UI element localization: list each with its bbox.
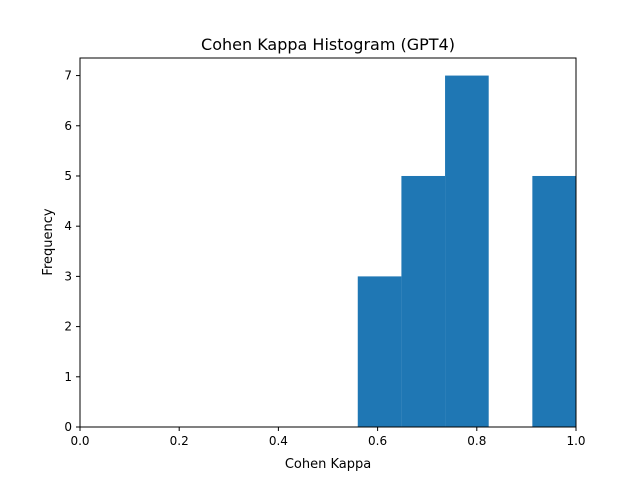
y-axis-ticks: 0 1 2 3 4 5 6 7 bbox=[64, 69, 80, 434]
x-tick-label: 0.0 bbox=[70, 434, 89, 448]
y-tick-label: 1 bbox=[64, 370, 72, 384]
y-tick-label: 2 bbox=[64, 320, 72, 334]
histogram-bar bbox=[445, 75, 489, 428]
histogram-bar bbox=[357, 276, 402, 427]
y-tick-label: 4 bbox=[64, 219, 72, 233]
x-axis-ticks: 0.0 0.2 0.4 0.6 0.8 1.0 bbox=[70, 427, 586, 448]
y-tick-label: 0 bbox=[64, 420, 72, 434]
x-tick-label: 0.2 bbox=[170, 434, 189, 448]
plot-frame bbox=[79, 57, 577, 428]
y-axis-label: Frequency bbox=[41, 208, 56, 275]
plot-area bbox=[80, 58, 576, 427]
y-tick-label: 7 bbox=[64, 69, 72, 83]
x-tick-label: 1.0 bbox=[566, 434, 585, 448]
y-tick-label: 6 bbox=[64, 119, 72, 133]
histogram-bar bbox=[401, 175, 446, 427]
y-tick-label: 5 bbox=[64, 169, 72, 183]
x-axis-label: Cohen Kappa bbox=[285, 457, 371, 472]
x-tick-label: 0.8 bbox=[467, 434, 486, 448]
chart-title: Cohen Kappa Histogram (GPT4) bbox=[201, 35, 455, 54]
histogram-bar bbox=[532, 175, 576, 427]
y-tick-label: 3 bbox=[64, 269, 72, 283]
bars-layer bbox=[357, 75, 576, 428]
x-tick-label: 0.6 bbox=[368, 434, 387, 448]
x-tick-label: 0.4 bbox=[269, 434, 288, 448]
